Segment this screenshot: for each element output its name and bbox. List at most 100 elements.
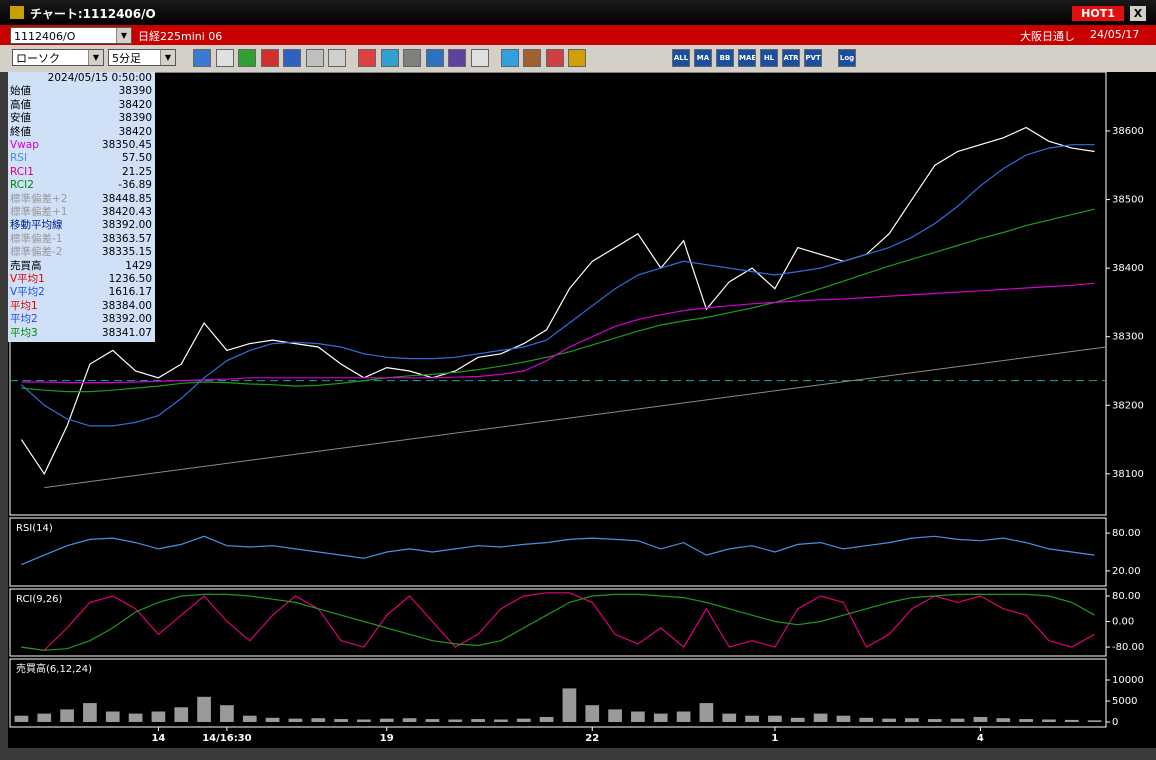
close-button[interactable]: X	[1130, 6, 1146, 21]
info-row: 平均2 38392.00	[10, 313, 152, 326]
dropdown-arrow: ▼	[116, 28, 131, 43]
tool-icon[interactable]	[328, 49, 346, 67]
tool-icon[interactable]	[193, 49, 211, 67]
info-label: 標準偏差-2	[10, 246, 63, 259]
info-value: 38392.00	[101, 313, 152, 326]
tool-icon[interactable]: ALL	[672, 49, 690, 67]
chart-kind-select[interactable]: ローソク ▼	[12, 49, 104, 66]
volume-bar	[859, 717, 874, 723]
info-label: V平均1	[10, 273, 45, 285]
info-label: 標準偏差+2	[10, 192, 68, 205]
app-icon	[10, 6, 24, 19]
period-select[interactable]: 5分足 ▼	[108, 49, 176, 66]
tool-icon[interactable]	[425, 49, 444, 67]
tool-icon[interactable]	[523, 49, 541, 67]
y-tick-label: 38600	[1112, 126, 1144, 137]
info-label: 終値	[10, 125, 31, 138]
info-row: 標準偏差+2 38448.85	[10, 193, 152, 206]
info-value: 1429	[125, 259, 152, 272]
info-row: 終値 38420	[10, 126, 152, 139]
title-bar: チャート:1112406/O HOT1 X	[0, 0, 1156, 25]
series-line	[21, 535, 1095, 566]
tool-icon[interactable]	[448, 49, 466, 67]
volume-bar	[790, 717, 805, 723]
volume-bar	[676, 711, 691, 723]
tool-icon[interactable]	[403, 49, 421, 67]
volume-bar	[174, 707, 189, 723]
info-label: Vwap	[10, 139, 39, 151]
info-value: 1616.17	[108, 286, 152, 299]
y-tick-label: 38500	[1112, 195, 1144, 206]
tool-icon[interactable]	[238, 49, 256, 67]
info-row: V平均2 1616.17	[10, 286, 152, 299]
tool-icon[interactable]	[358, 49, 376, 67]
volume-bar	[722, 713, 737, 723]
y-tick-label: -80.00	[1112, 642, 1144, 653]
tool-icon[interactable]	[545, 49, 564, 67]
info-row: RCI2 -36.89	[10, 179, 152, 192]
info-row: Vwap 38350.45	[10, 139, 152, 152]
info-value: 38341.07	[101, 326, 152, 339]
volume-bar	[608, 709, 622, 723]
pane-border	[9, 517, 1107, 587]
volume-bar	[471, 719, 485, 723]
pane-title: RSI(14)	[16, 523, 53, 534]
tool-icon[interactable]: ATR	[782, 49, 800, 67]
info-value: 21.25	[121, 165, 152, 178]
info-label: 標準偏差-1	[10, 232, 63, 245]
volume-bar	[83, 703, 97, 723]
toolbar: ローソク ▼ 5分足 ▼ ALL MA BB MAE HL ATR PVT Log	[0, 45, 1156, 72]
y-tick-label: 0.00	[1112, 617, 1134, 628]
symbol-select[interactable]: 1112406/O ▼	[10, 27, 132, 44]
volume-bar	[905, 718, 919, 723]
pane-title: 売買高(6,12,24)	[16, 662, 92, 675]
y-tick-label: 5000	[1112, 696, 1137, 707]
volume-bar	[1064, 719, 1079, 723]
info-row: 標準偏差-1 38363.57	[10, 233, 152, 246]
info-value: 57.50	[121, 152, 152, 165]
info-row: 標準偏差-2 38335.15	[10, 246, 152, 259]
info-label: RCI2	[10, 179, 34, 192]
tool-icon[interactable]: BB	[716, 49, 734, 67]
series-line	[20, 126, 1095, 476]
hot-button[interactable]: HOT1	[1072, 6, 1124, 21]
info-row: 売買高 1429	[10, 260, 152, 273]
tool-icon[interactable]: PVT	[804, 49, 822, 67]
info-label: RCI1	[10, 165, 34, 178]
symbol: 1112406/O	[14, 30, 76, 43]
y-tick-label: 10000	[1112, 675, 1144, 686]
info-label: V平均2	[10, 286, 45, 299]
tool-icon[interactable]	[500, 49, 519, 67]
volume-bar	[425, 719, 440, 723]
info-label: 平均3	[10, 326, 38, 339]
info-label: 高値	[10, 98, 31, 111]
series-line	[21, 592, 1095, 651]
tool-icon[interactable]	[215, 49, 234, 67]
dropdown-arrow: ▼	[160, 50, 175, 65]
volume-bar	[242, 715, 257, 723]
tool-icon[interactable]	[568, 49, 586, 67]
x-tick-label: 1	[771, 733, 778, 744]
volume-bar	[996, 718, 1011, 723]
volume-bar	[836, 715, 851, 723]
y-tick-label: 20.00	[1112, 566, 1141, 577]
window-title: チャート:1112406/O	[30, 7, 156, 21]
tool-icon[interactable]	[380, 49, 399, 67]
volume-bar	[197, 696, 211, 723]
volume-bar	[14, 715, 29, 723]
tool-icon[interactable]: MA	[694, 49, 712, 67]
tool-icon[interactable]	[283, 49, 301, 67]
tool-icon[interactable]: HL	[760, 49, 778, 67]
volume-bar	[311, 718, 326, 723]
tool-icon[interactable]: MAE	[738, 49, 756, 67]
volume-bar	[379, 718, 394, 723]
volume-bar	[585, 705, 600, 723]
tool-icon[interactable]	[470, 49, 489, 67]
tool-icon[interactable]	[260, 49, 279, 67]
volume-bar	[402, 718, 417, 723]
info-value: -36.89	[118, 179, 152, 192]
info-value: 38420	[118, 98, 152, 111]
tool-icon[interactable]	[305, 49, 324, 67]
tool-icon[interactable]: Log	[838, 49, 856, 67]
